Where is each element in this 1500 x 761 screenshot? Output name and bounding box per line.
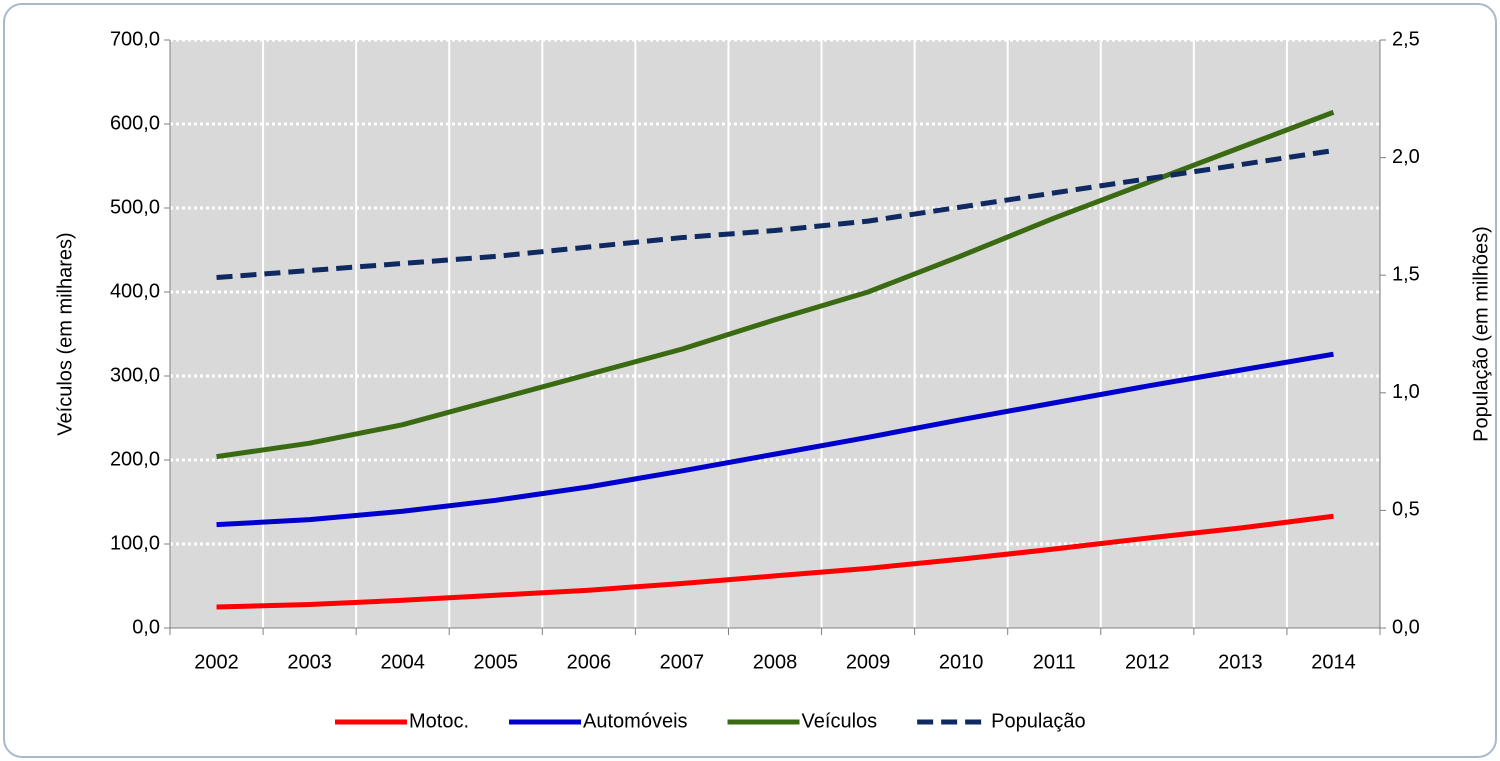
x-tick-label: 2013 xyxy=(1218,651,1263,673)
x-tick-label: 2010 xyxy=(939,651,984,673)
y-tick-label: 400,0 xyxy=(110,280,160,302)
x-tick-label: 2005 xyxy=(474,651,519,673)
x-tick-label: 2014 xyxy=(1311,651,1356,673)
x-tick-label: 2003 xyxy=(287,651,332,673)
y-axis-label: Veículos (em milhares) xyxy=(54,232,76,435)
y-tick-label: 0,0 xyxy=(132,616,160,638)
legend-label: Veículos xyxy=(802,710,878,732)
y2-tick-label: 1,5 xyxy=(1392,263,1420,285)
y-tick-label: 600,0 xyxy=(110,112,160,134)
y2-tick-label: 1,0 xyxy=(1392,381,1420,403)
x-tick-label: 2004 xyxy=(380,651,425,673)
y-tick-label: 700,0 xyxy=(110,28,160,50)
x-tick-label: 2012 xyxy=(1125,651,1170,673)
series-line xyxy=(216,351,1334,528)
y2-tick-label: 2,0 xyxy=(1392,146,1420,168)
series-line xyxy=(216,513,1334,610)
series-line xyxy=(216,109,1335,460)
legend-label: População xyxy=(991,710,1086,732)
x-tick-label: 2006 xyxy=(567,651,612,673)
y-tick-label: 100,0 xyxy=(110,532,160,554)
series-line xyxy=(216,148,1334,281)
x-tick-label: 2007 xyxy=(660,651,705,673)
y2-tick-label: 0,0 xyxy=(1392,616,1420,638)
y2-axis-label: População (em milhões) xyxy=(1470,226,1492,442)
x-tick-label: 2002 xyxy=(194,651,239,673)
x-tick-label: 2008 xyxy=(753,651,798,673)
y2-tick-label: 0,5 xyxy=(1392,499,1420,521)
legend-label: Motoc. xyxy=(409,710,469,732)
y-tick-label: 500,0 xyxy=(110,196,160,218)
y2-tick-label: 2,5 xyxy=(1392,28,1420,50)
y-tick-label: 200,0 xyxy=(110,448,160,470)
x-tick-label: 2009 xyxy=(846,651,891,673)
x-tick-label: 2011 xyxy=(1033,651,1076,673)
plot-area xyxy=(170,40,1380,628)
y-tick-label: 300,0 xyxy=(110,364,160,386)
legend-label: Automóveis xyxy=(583,710,688,732)
